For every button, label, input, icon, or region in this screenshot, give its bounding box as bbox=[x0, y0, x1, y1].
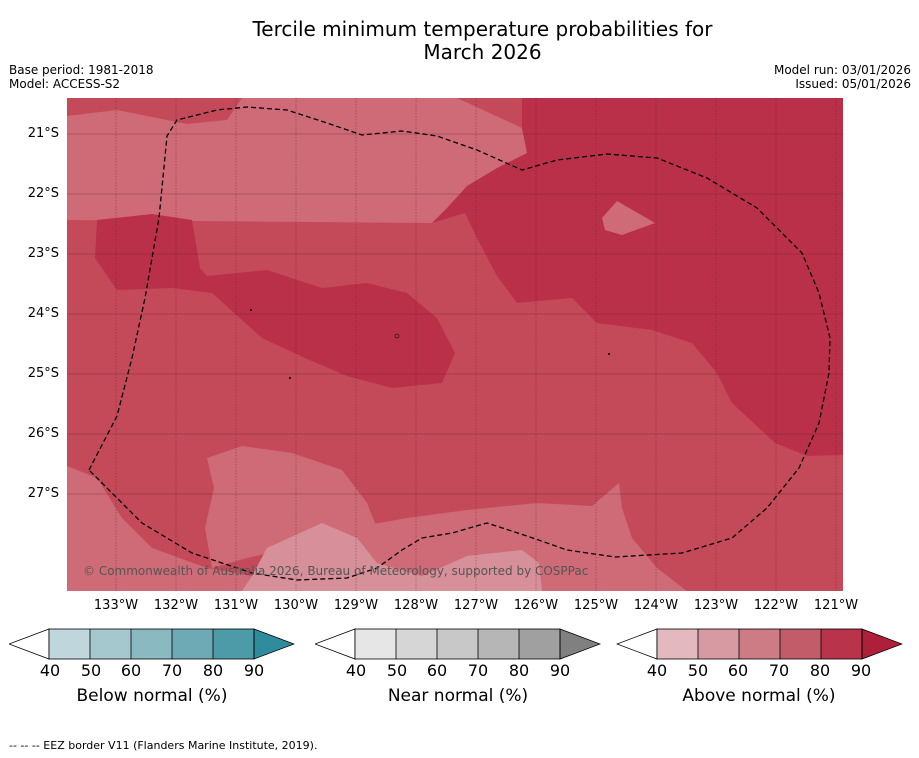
colorbar-swatch bbox=[355, 629, 396, 659]
map-canvas bbox=[67, 98, 843, 591]
lat-label: 23°S bbox=[27, 246, 59, 261]
model-name: Model: ACCESS-S2 bbox=[9, 77, 121, 91]
lon-label: 122°W bbox=[753, 598, 799, 613]
colorbar-tick: 90 bbox=[549, 661, 571, 680]
colorbar-tick: 90 bbox=[243, 661, 265, 680]
island-dot-3 bbox=[394, 333, 400, 339]
lon-label: 127°W bbox=[453, 598, 499, 613]
colorbar-tick: 80 bbox=[508, 661, 530, 680]
colorbar-swatch bbox=[396, 629, 437, 659]
colorbar-swatch bbox=[131, 629, 172, 659]
colorbar-tick: 50 bbox=[80, 661, 102, 680]
lat-label: 27°S bbox=[27, 486, 59, 501]
colorbar-tick: 60 bbox=[120, 661, 142, 680]
below-normal-title: Below normal (%) bbox=[76, 686, 228, 706]
lat-label: 24°S bbox=[27, 306, 59, 321]
meta-right: Model run: 03/01/2026 Issued: 05/01/2026 bbox=[774, 63, 911, 91]
title-line-1: Tercile minimum temperature probabilitie… bbox=[252, 17, 713, 41]
lon-label: 125°W bbox=[573, 598, 619, 613]
colorbar-tick: 50 bbox=[687, 661, 709, 680]
lon-label: 132°W bbox=[153, 598, 199, 613]
colorbar-swatch bbox=[49, 629, 90, 659]
base-period: Base period: 1981-2018 bbox=[9, 63, 154, 77]
lon-label: 130°W bbox=[273, 598, 319, 613]
map-lighter-east-patch bbox=[602, 201, 655, 235]
colorbar-tick: 40 bbox=[345, 661, 367, 680]
colorbar-tick: 70 bbox=[161, 661, 183, 680]
lon-label: 129°W bbox=[333, 598, 379, 613]
colorbar-tick: 80 bbox=[202, 661, 224, 680]
island-dot-2 bbox=[289, 377, 291, 379]
lon-label: 126°W bbox=[513, 598, 559, 613]
lon-label: 123°W bbox=[693, 598, 739, 613]
lon-label: 124°W bbox=[633, 598, 679, 613]
colorbar-swatch bbox=[821, 629, 862, 659]
near-normal-colorbar bbox=[315, 628, 601, 660]
title-line-2: March 2026 bbox=[423, 40, 542, 64]
lon-label: 121°W bbox=[813, 598, 859, 613]
above-normal-colorbar bbox=[616, 628, 903, 660]
colorbar-swatch bbox=[862, 629, 902, 659]
colorbar-tick: 60 bbox=[727, 661, 749, 680]
colorbar-tick: 50 bbox=[386, 661, 408, 680]
above-normal-title: Above normal (%) bbox=[682, 686, 836, 706]
lon-label: 131°W bbox=[213, 598, 259, 613]
lat-label: 22°S bbox=[27, 186, 59, 201]
lat-label: 26°S bbox=[27, 426, 59, 441]
colorbar-tick: 90 bbox=[850, 661, 872, 680]
colorbar-swatch bbox=[739, 629, 780, 659]
colorbar-swatch bbox=[560, 629, 600, 659]
lat-label: 25°S bbox=[27, 366, 59, 381]
colorbar-swatch bbox=[519, 629, 560, 659]
island-dot-4 bbox=[608, 353, 610, 355]
colorbar-tick: 40 bbox=[39, 661, 61, 680]
lat-label: 21°S bbox=[27, 126, 59, 141]
meta-left: Base period: 1981-2018 Model: ACCESS-S2 bbox=[9, 63, 154, 91]
below-normal-colorbar bbox=[9, 628, 295, 660]
map-darker-east-region bbox=[432, 98, 843, 456]
map-graticule bbox=[115, 98, 837, 591]
colorbar-swatch bbox=[657, 629, 698, 659]
issued-date: Issued: 05/01/2026 bbox=[795, 77, 911, 91]
colorbar-tick: 80 bbox=[809, 661, 831, 680]
map-darker-west-region bbox=[95, 214, 455, 388]
eez-border-line bbox=[88, 106, 831, 581]
colorbar-swatch bbox=[437, 629, 478, 659]
lon-label: 128°W bbox=[393, 598, 439, 613]
colorbar-tick: 60 bbox=[426, 661, 448, 680]
colorbar-swatch bbox=[254, 629, 294, 659]
colorbar-tick: 40 bbox=[646, 661, 668, 680]
map-title: Tercile minimum temperature probabilitie… bbox=[0, 18, 919, 64]
map-lighter-top-region bbox=[67, 98, 527, 223]
copyright-notice: © Commonwealth of Australia 2026, Bureau… bbox=[83, 564, 589, 578]
map-lightest-region bbox=[242, 523, 542, 591]
colorbar-swatch bbox=[90, 629, 131, 659]
colorbar-swatch bbox=[698, 629, 739, 659]
model-run: Model run: 03/01/2026 bbox=[773, 63, 911, 77]
colorbar-swatch bbox=[780, 629, 821, 659]
map-latitude-lines bbox=[67, 133, 843, 495]
colorbar-swatch bbox=[172, 629, 213, 659]
near-normal-title: Near normal (%) bbox=[387, 686, 529, 706]
island-dot-1 bbox=[250, 309, 252, 311]
colorbar-swatch bbox=[213, 629, 254, 659]
colorbar-tick: 70 bbox=[467, 661, 489, 680]
lon-label: 133°W bbox=[93, 598, 139, 613]
eez-footnote: -- -- -- EEZ border V11 (Flanders Marine… bbox=[9, 739, 318, 752]
colorbar-swatch bbox=[478, 629, 519, 659]
colorbar-tick: 70 bbox=[768, 661, 790, 680]
probability-map: © Commonwealth of Australia 2026, Bureau… bbox=[67, 98, 843, 591]
